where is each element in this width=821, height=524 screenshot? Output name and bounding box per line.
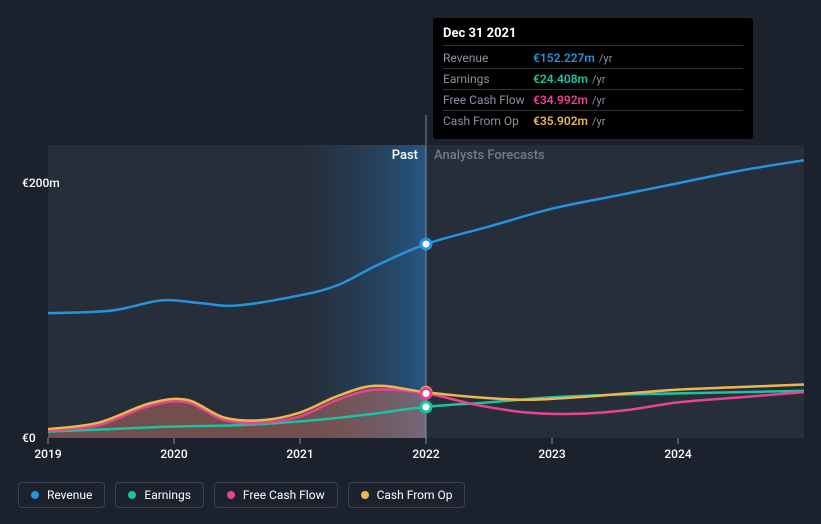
fcf-marker [421,388,431,398]
tooltip-row-label: Revenue [443,51,533,65]
tooltip-date: Dec 31 2021 [443,26,743,46]
tooltip-row-value: €34.992m [533,93,588,107]
legend-swatch [128,491,136,499]
tooltip-row-value: €152.227m [533,51,595,65]
x-axis-label: 2021 [286,447,313,461]
x-axis-label: 2019 [34,447,61,461]
tooltip-row-suffix: /yr [592,73,605,86]
legend-label: Earnings [144,488,191,502]
legend-swatch [361,491,369,499]
chart-legend: Revenue Earnings Free Cash Flow Cash From O… [18,482,465,508]
x-axis-label: 2022 [412,447,439,461]
legend-item-revenue[interactable]: Revenue [18,482,105,508]
tooltip-row-suffix: /yr [592,115,605,128]
tooltip-row-label: Cash From Op [443,114,533,128]
legend-label: Cash From Op [377,488,453,502]
x-axis-label: 2023 [538,447,565,461]
tooltip-row: Earnings€24.408m/yr [443,69,743,90]
legend-swatch [31,491,39,499]
x-axis-label: 2024 [664,447,691,461]
tooltip-row: Free Cash Flow€34.992m/yr [443,90,743,111]
tooltip-row-suffix: /yr [599,52,612,65]
legend-label: Revenue [47,488,92,502]
chart-tooltip: Dec 31 2021 Revenue€152.227m/yrEarnings€… [433,18,753,139]
x-axis-label: 2020 [160,447,187,461]
tooltip-row-value: €24.408m [533,72,588,86]
tooltip-row-suffix: /yr [592,94,605,107]
legend-item-earnings[interactable]: Earnings [115,482,204,508]
legend-item-cfo[interactable]: Cash From Op [348,482,466,508]
legend-item-fcf[interactable]: Free Cash Flow [214,482,338,508]
tooltip-row-label: Free Cash Flow [443,93,533,107]
tooltip-row-value: €35.902m [533,114,588,128]
y-axis-label: €200m [22,176,60,190]
forecast-period-label: Analysts Forecasts [434,148,545,163]
y-axis-label: €0 [22,431,36,445]
earnings-marker [421,402,431,412]
tooltip-row: Cash From Op€35.902m/yr [443,111,743,131]
tooltip-row: Revenue€152.227m/yr [443,48,743,69]
tooltip-row-label: Earnings [443,72,533,86]
legend-label: Free Cash Flow [243,488,325,502]
revenue-marker [421,239,431,249]
legend-swatch [227,491,235,499]
past-period-label: Past [392,148,418,163]
